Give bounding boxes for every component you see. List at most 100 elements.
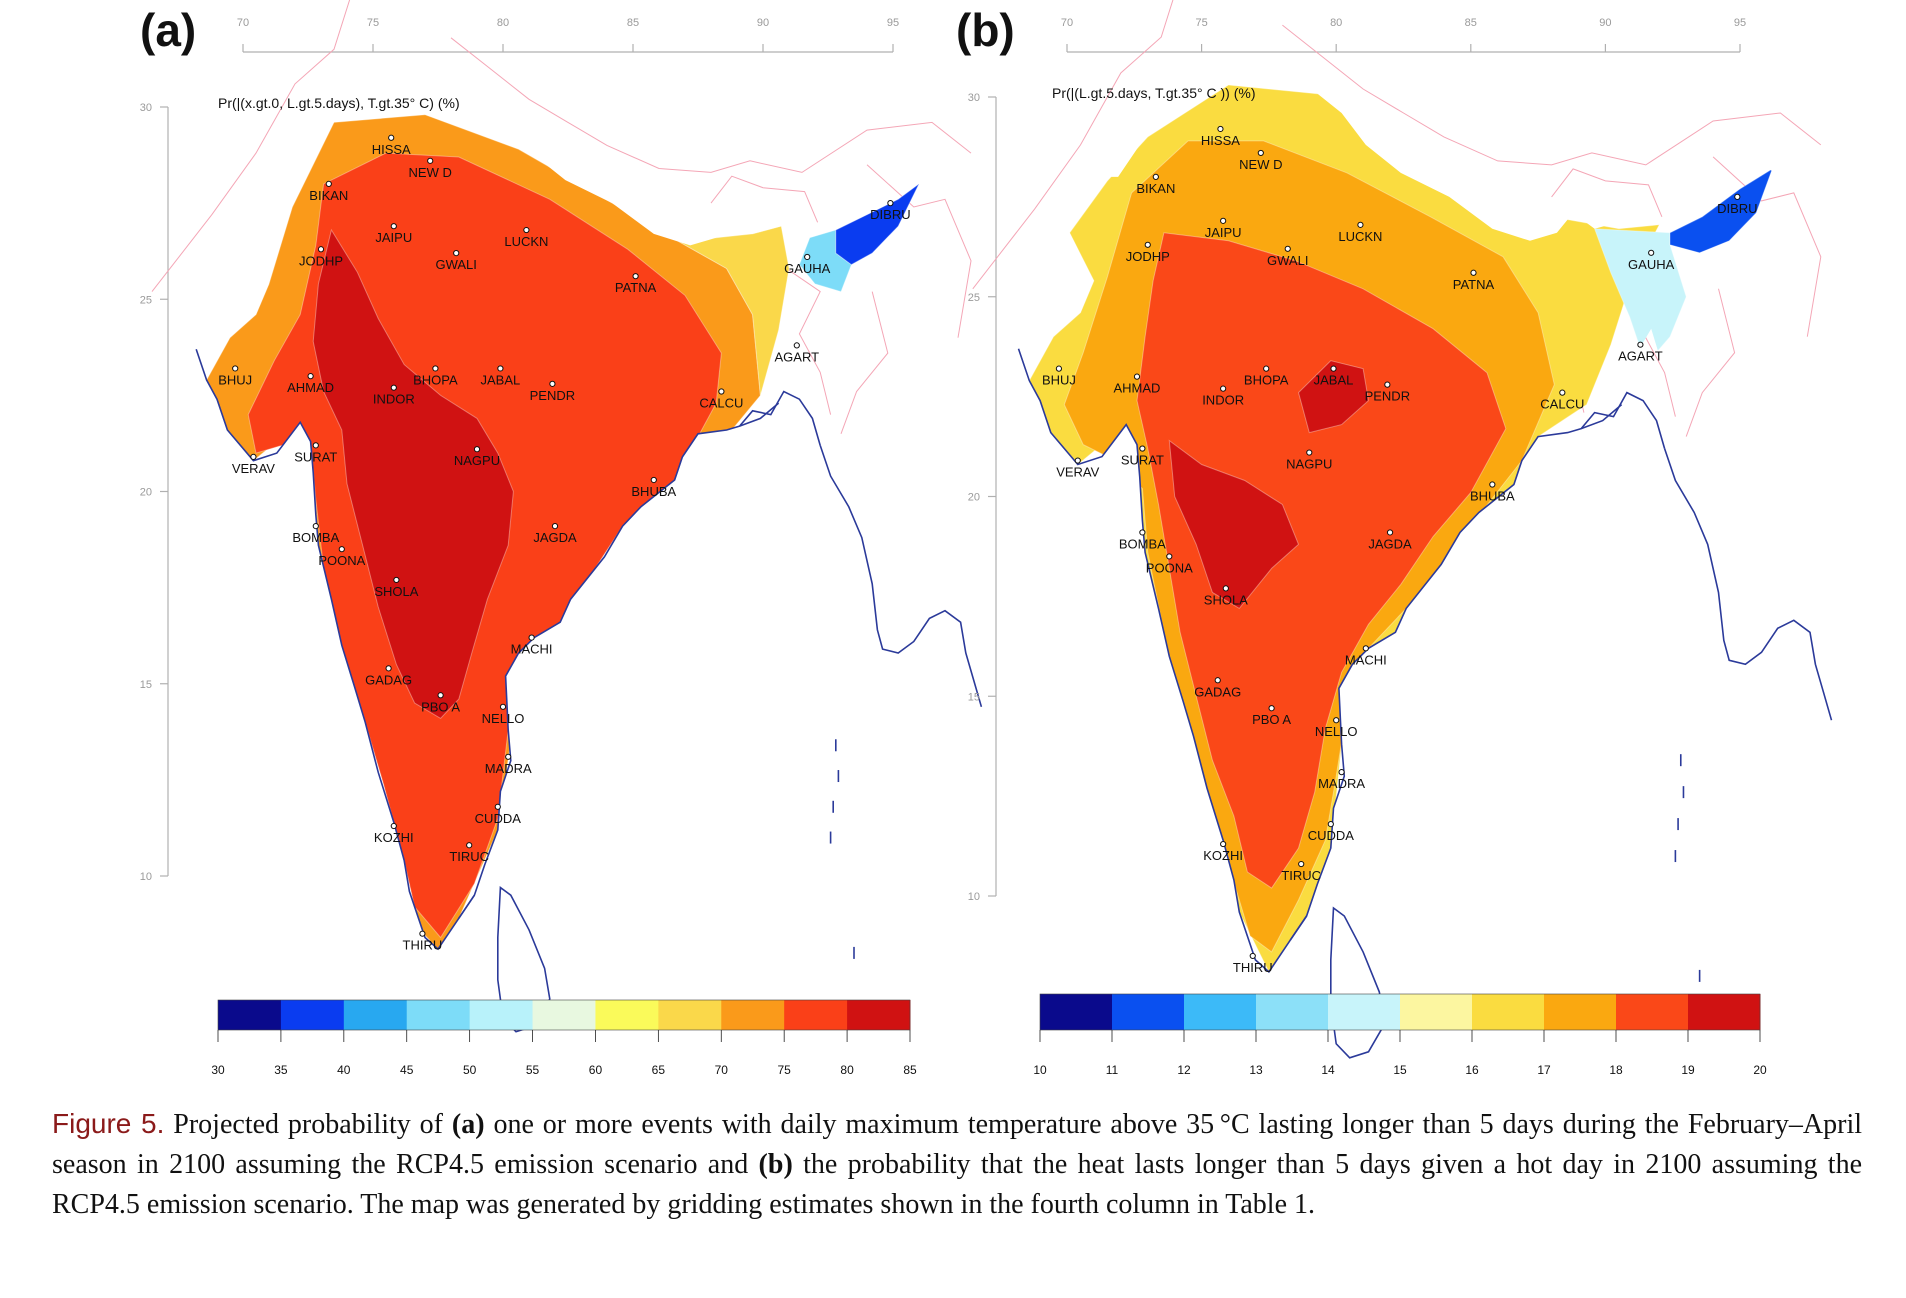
city-label: THIRU bbox=[1233, 960, 1273, 975]
city-label: KOZHI bbox=[1203, 848, 1243, 863]
city-label: THIRU bbox=[403, 938, 443, 953]
longitude-tick-label: 75 bbox=[1195, 17, 1207, 29]
city-marker bbox=[312, 523, 319, 530]
colorbar-tick-label: 70 bbox=[715, 1063, 729, 1077]
city-label: NAGPU bbox=[454, 453, 500, 468]
longitude-tick-label: 85 bbox=[1465, 17, 1477, 29]
colorbar-tick-label: 11 bbox=[1106, 1063, 1119, 1077]
colorbar-tick-label: 75 bbox=[778, 1063, 792, 1077]
colorbar-tick-label: 15 bbox=[1393, 1063, 1407, 1077]
city-label: GADAG bbox=[365, 672, 412, 687]
panel-b-map bbox=[972, 0, 1833, 1059]
colorbar-tick-label: 20 bbox=[1753, 1063, 1767, 1077]
colorbar-tick-label: 85 bbox=[903, 1063, 917, 1077]
probability-zone-hot bbox=[312, 228, 514, 720]
city-marker bbox=[499, 703, 507, 710]
colorbar-tick-label: 13 bbox=[1249, 1063, 1263, 1077]
coastline-east bbox=[458, 402, 780, 919]
colorbar-segment bbox=[595, 1000, 659, 1030]
city-label: CALCU bbox=[1540, 397, 1584, 412]
city-marker bbox=[551, 523, 559, 530]
coastline-sri-lanka bbox=[1330, 906, 1386, 1059]
city-label: CALCU bbox=[699, 396, 743, 411]
city-marker bbox=[432, 365, 439, 372]
city-marker bbox=[1470, 269, 1477, 276]
colorbar-tick-label: 19 bbox=[1681, 1063, 1695, 1077]
city-label: NELLO bbox=[482, 711, 525, 726]
city-label: SURAT bbox=[294, 449, 337, 464]
city-marker bbox=[1139, 445, 1146, 452]
city-label: POONA bbox=[318, 553, 365, 568]
latitude-tick-label: 20 bbox=[968, 492, 980, 504]
colorbar-segment bbox=[1328, 994, 1401, 1030]
longitude-tick-label: 80 bbox=[1330, 17, 1342, 29]
city-marker bbox=[1220, 217, 1227, 224]
city-marker bbox=[1166, 553, 1173, 560]
latitude-tick-label: 25 bbox=[140, 294, 152, 306]
panel-b-map-title: Pr(|(L.gt.5.days, T.gt.35° C )) (%) bbox=[1052, 85, 1255, 101]
city-marker bbox=[1489, 481, 1496, 488]
political-border bbox=[1282, 24, 1822, 166]
city-marker bbox=[1217, 125, 1224, 133]
longitude-tick-label: 95 bbox=[887, 17, 899, 29]
city-label: JABAL bbox=[1314, 373, 1354, 388]
city-marker bbox=[632, 273, 639, 280]
colorbar-tick-label: 30 bbox=[211, 1063, 225, 1077]
city-label: GAUHA bbox=[784, 261, 831, 276]
city-label: JABAL bbox=[481, 372, 521, 387]
colorbar-segment bbox=[280, 1000, 345, 1030]
city-label: BIKAN bbox=[309, 188, 348, 203]
city-marker bbox=[312, 442, 319, 449]
city-marker bbox=[1559, 389, 1566, 396]
coastline-myanmar bbox=[1663, 448, 1833, 721]
city-label: DIBRU bbox=[870, 207, 910, 222]
colorbar-segment bbox=[218, 1000, 282, 1030]
panel-a-label: (a) bbox=[140, 4, 196, 56]
city-label: AHMAD bbox=[287, 380, 334, 395]
city-marker bbox=[419, 930, 426, 937]
colorbar-segment bbox=[784, 1000, 848, 1030]
caption-part: (b) bbox=[758, 1149, 793, 1180]
probability-fill bbox=[206, 114, 920, 950]
coastline-west bbox=[195, 348, 476, 951]
colorbar-segment bbox=[1616, 994, 1689, 1030]
figure-caption: Figure 5. Projected probability of (a) o… bbox=[52, 1104, 1862, 1225]
city-marker bbox=[1152, 173, 1159, 180]
panel-a-map-title: Pr(|(x.gt.0, L.gt.5.days), T.gt.35° C) (… bbox=[218, 95, 460, 111]
city-label: CUDDA bbox=[475, 811, 522, 826]
city-marker bbox=[388, 134, 395, 141]
city-label: BHUBA bbox=[1470, 489, 1515, 504]
city-label: SURAT bbox=[1121, 453, 1164, 468]
colorbar-tick-label: 12 bbox=[1177, 1063, 1191, 1077]
city-label: PATNA bbox=[1453, 277, 1495, 292]
city-label: BHUJ bbox=[1042, 373, 1076, 388]
city-marker bbox=[390, 223, 397, 230]
longitude-tick-label: 90 bbox=[757, 17, 769, 29]
longitude-tick-label: 85 bbox=[627, 17, 639, 29]
city-marker bbox=[390, 822, 397, 830]
city-marker bbox=[317, 246, 325, 253]
city-marker bbox=[549, 380, 556, 387]
city-marker bbox=[505, 753, 512, 760]
colorbar-segment bbox=[406, 1000, 471, 1030]
city-label: GWALI bbox=[435, 257, 476, 272]
colorbar-tick-label: 55 bbox=[526, 1063, 540, 1077]
coastline-east bbox=[1289, 403, 1623, 941]
city-marker bbox=[1220, 385, 1227, 392]
city-marker bbox=[497, 365, 504, 372]
city-marker bbox=[650, 476, 657, 484]
city-marker bbox=[494, 803, 501, 810]
city-marker bbox=[1648, 249, 1655, 256]
city-label: BHOPA bbox=[413, 372, 458, 387]
city-label: HISSA bbox=[372, 142, 411, 157]
colorbar-segment bbox=[1544, 994, 1617, 1030]
city-label: MADRA bbox=[1318, 776, 1365, 791]
city-marker bbox=[528, 634, 535, 641]
caption-part: the probability that the heat lasts long… bbox=[52, 1149, 1862, 1220]
city-marker bbox=[1333, 717, 1340, 724]
panel-a: (a) 70 75 80 85 90 95 30 25 20 15 10 Pr(|(x.gt.0,… bbox=[140, 0, 983, 1077]
caption-part: (a) bbox=[451, 1109, 485, 1140]
city-label: JAGDA bbox=[1368, 536, 1412, 551]
city-marker bbox=[1357, 221, 1364, 228]
city-marker bbox=[1055, 365, 1063, 372]
